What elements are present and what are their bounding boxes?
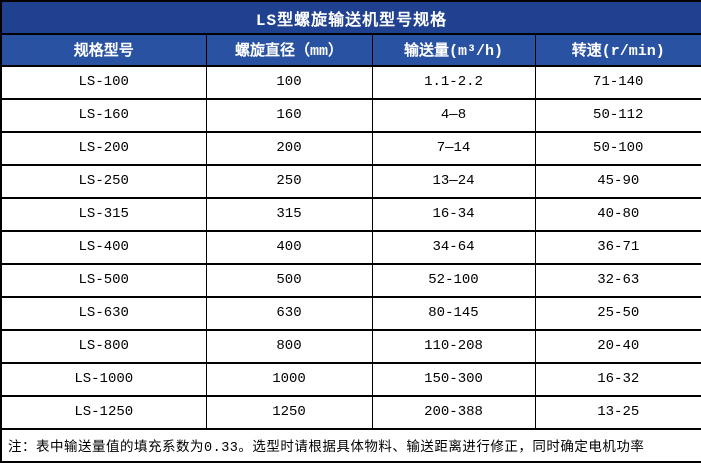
- cell-model: LS-100: [0, 64, 207, 100]
- table-note-row: 注：表中输送量值的填充系数为0.33。选型时请根据具体物料、输送距离进行修正，同…: [0, 427, 701, 463]
- cell-diameter: 800: [205, 328, 373, 364]
- cell-diameter: 160: [205, 97, 373, 133]
- cell-speed: 71-140: [534, 64, 701, 100]
- cell-speed: 50-112: [534, 97, 701, 133]
- cell-speed: 20-40: [534, 328, 701, 364]
- cell-capacity: 16-34: [371, 196, 536, 232]
- cell-diameter: 630: [205, 295, 373, 331]
- cell-model: LS-315: [0, 196, 207, 232]
- cell-diameter: 1000: [205, 361, 373, 397]
- cell-speed: 50-100: [534, 130, 701, 166]
- column-header-speed: 转速(r/min): [534, 33, 701, 67]
- table-row: LS-400 400 34-64 36-71: [0, 229, 701, 265]
- table-row: LS-630 630 80-145 25-50: [0, 295, 701, 331]
- table-row: LS-500 500 52-100 32-63: [0, 262, 701, 298]
- cell-diameter: 500: [205, 262, 373, 298]
- cell-model: LS-500: [0, 262, 207, 298]
- cell-speed: 16-32: [534, 361, 701, 397]
- column-header-capacity: 输送量(m³/h): [371, 33, 536, 67]
- cell-model: LS-1000: [0, 361, 207, 397]
- cell-model: LS-200: [0, 130, 207, 166]
- cell-diameter: 315: [205, 196, 373, 232]
- table-row: LS-800 800 110-208 20-40: [0, 328, 701, 364]
- cell-speed: 40-80: [534, 196, 701, 232]
- cell-speed: 13-25: [534, 394, 701, 430]
- cell-speed: 36-71: [534, 229, 701, 265]
- cell-speed: 32-63: [534, 262, 701, 298]
- cell-speed: 45-90: [534, 163, 701, 199]
- table-row: LS-250 250 13—24 45-90: [0, 163, 701, 199]
- cell-capacity: 1.1-2.2: [371, 64, 536, 100]
- cell-speed: 25-50: [534, 295, 701, 331]
- cell-diameter: 400: [205, 229, 373, 265]
- cell-model: LS-800: [0, 328, 207, 364]
- column-header-model: 规格型号: [0, 33, 207, 67]
- cell-model: LS-630: [0, 295, 207, 331]
- cell-diameter: 250: [205, 163, 373, 199]
- table-note: 注：表中输送量值的填充系数为0.33。选型时请根据具体物料、输送距离进行修正，同…: [0, 427, 701, 463]
- cell-capacity: 34-64: [371, 229, 536, 265]
- cell-capacity: 150-300: [371, 361, 536, 397]
- cell-capacity: 13—24: [371, 163, 536, 199]
- table-title-row: LS型螺旋输送机型号规格: [0, 0, 701, 35]
- table-row: LS-100 100 1.1-2.2 71-140: [0, 64, 701, 100]
- cell-capacity: 80-145: [371, 295, 536, 331]
- cell-diameter: 100: [205, 64, 373, 100]
- table-row: LS-200 200 7—14 50-100: [0, 130, 701, 166]
- cell-diameter: 1250: [205, 394, 373, 430]
- table-row: LS-1000 1000 150-300 16-32: [0, 361, 701, 397]
- cell-capacity: 52-100: [371, 262, 536, 298]
- cell-model: LS-250: [0, 163, 207, 199]
- cell-model: LS-160: [0, 97, 207, 133]
- cell-capacity: 200-388: [371, 394, 536, 430]
- cell-capacity: 4—8: [371, 97, 536, 133]
- table-row: LS-315 315 16-34 40-80: [0, 196, 701, 232]
- cell-model: LS-1250: [0, 394, 207, 430]
- table-row: LS-160 160 4—8 50-112: [0, 97, 701, 133]
- cell-diameter: 200: [205, 130, 373, 166]
- column-header-diameter: 螺旋直径（mm）: [205, 33, 373, 67]
- table-header-row: 规格型号 螺旋直径（mm） 输送量(m³/h) 转速(r/min): [0, 33, 701, 67]
- table-title: LS型螺旋输送机型号规格: [0, 0, 701, 35]
- cell-capacity: 7—14: [371, 130, 536, 166]
- table-row: LS-1250 1250 200-388 13-25: [0, 394, 701, 430]
- cell-model: LS-400: [0, 229, 207, 265]
- cell-capacity: 110-208: [371, 328, 536, 364]
